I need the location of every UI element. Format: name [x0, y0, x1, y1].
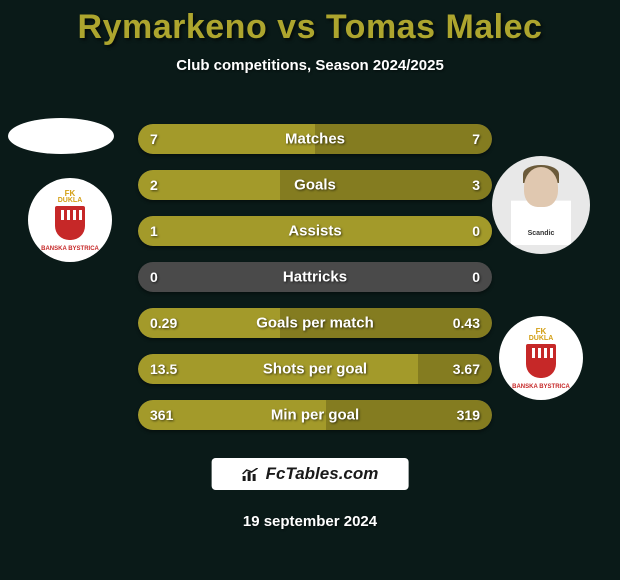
stats-bar-list: 7Matches72Goals31Assists00Hattricks00.29…: [138, 124, 492, 446]
stat-row: 1Assists0: [138, 216, 492, 246]
player-photo-icon: Scandic: [511, 165, 571, 245]
club-shield-icon: [526, 344, 556, 378]
club-name-text: DUKLA: [529, 335, 554, 342]
stat-row: 2Goals3: [138, 170, 492, 200]
stat-row: 0Hattricks0: [138, 262, 492, 292]
club-name-text: DUKLA: [58, 197, 83, 204]
stat-value-right: 3: [472, 177, 480, 193]
comparison-date: 19 september 2024: [0, 513, 620, 530]
player-right-avatar: Scandic: [492, 156, 590, 254]
branding-text: FcTables.com: [266, 464, 379, 484]
jersey-sponsor-text: Scandic: [511, 230, 571, 237]
stat-label: Goals: [138, 177, 492, 194]
stat-label: Goals per match: [138, 315, 492, 332]
page-title: Rymarkeno vs Tomas Malec: [0, 8, 620, 47]
stat-label: Assists: [138, 223, 492, 240]
stat-label: Min per goal: [138, 407, 492, 424]
branding-chart-icon: [242, 467, 260, 481]
stat-value-right: 0: [472, 223, 480, 239]
player-left-avatar-placeholder: [8, 118, 114, 154]
stat-row: 0.29Goals per match0.43: [138, 308, 492, 338]
stat-value-right: 3.67: [453, 361, 480, 377]
stat-label: Matches: [138, 131, 492, 148]
club-city-text: BANSKA BYSTRICA: [512, 384, 570, 390]
stat-row: 361Min per goal319: [138, 400, 492, 430]
comparison-card: Rymarkeno vs Tomas Malec Club competitio…: [0, 0, 620, 580]
stat-row: 13.5Shots per goal3.67: [138, 354, 492, 384]
branding-badge: FcTables.com: [212, 458, 409, 490]
club-city-text: BANSKA BYSTRICA: [41, 246, 99, 252]
club-shield-icon: [55, 206, 85, 240]
stat-value-right: 0: [472, 269, 480, 285]
stat-row: 7Matches7: [138, 124, 492, 154]
stat-value-right: 0.43: [453, 315, 480, 331]
stat-label: Shots per goal: [138, 361, 492, 378]
subtitle: Club competitions, Season 2024/2025: [0, 57, 620, 74]
player-right-club-logo: FK DUKLA BANSKA BYSTRICA: [499, 316, 583, 400]
stat-value-right: 319: [457, 407, 480, 423]
player-left-club-logo: FK DUKLA BANSKA BYSTRICA: [28, 178, 112, 262]
stat-label: Hattricks: [138, 269, 492, 286]
stat-value-right: 7: [472, 131, 480, 147]
